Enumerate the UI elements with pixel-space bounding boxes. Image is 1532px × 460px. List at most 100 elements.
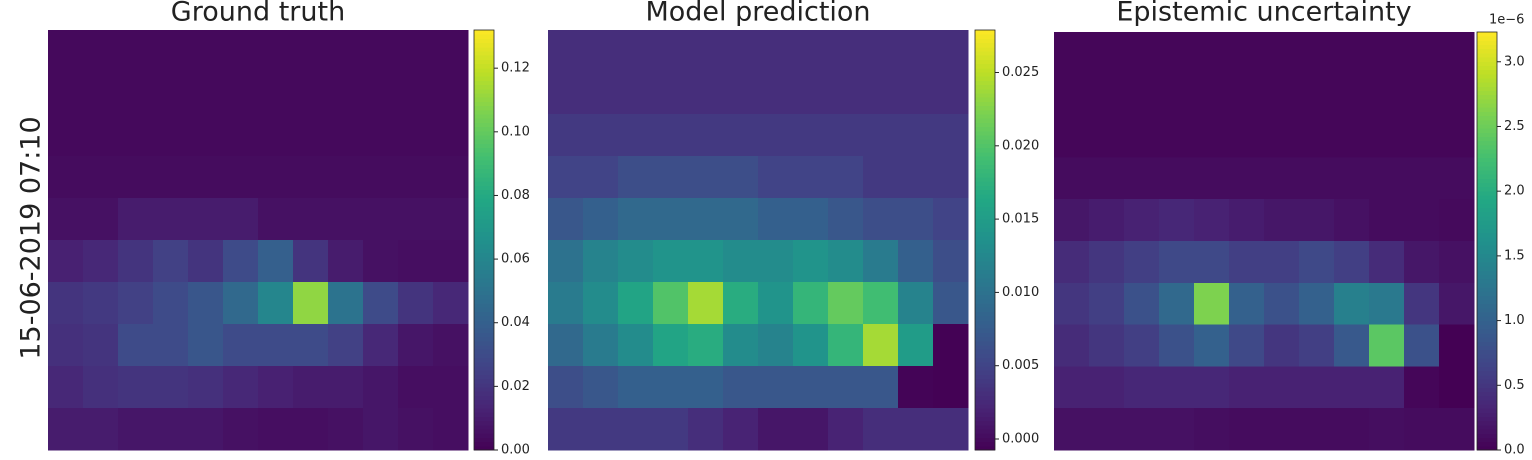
heatmap-cell bbox=[328, 282, 364, 325]
heatmap-cell bbox=[363, 198, 399, 241]
colorbar-gradient bbox=[474, 231, 494, 237]
colorbar-gradient bbox=[975, 273, 995, 279]
colorbar-tick-label: 2.0 bbox=[1504, 184, 1525, 199]
heatmap-cell bbox=[828, 30, 864, 73]
colorbar-gradient bbox=[975, 370, 995, 375]
colorbar-gradient bbox=[975, 311, 995, 317]
heatmap-cell bbox=[723, 156, 759, 199]
heatmap-cell bbox=[223, 366, 259, 409]
heatmap-cell bbox=[688, 240, 724, 283]
heatmap-cell bbox=[1264, 199, 1300, 242]
colorbar-gradient bbox=[474, 101, 494, 107]
colorbar-gradient bbox=[474, 139, 494, 144]
heatmap-cell bbox=[653, 114, 689, 157]
heatmap-cell bbox=[1334, 115, 1370, 158]
colorbar-gradient bbox=[1477, 278, 1497, 284]
heatmap-cell bbox=[1369, 157, 1405, 200]
heatmap-cell bbox=[1194, 366, 1230, 409]
heatmap-cell bbox=[398, 72, 434, 115]
colorbar-tick-label: 0.0 bbox=[1504, 443, 1525, 458]
colorbar-gradient bbox=[1477, 253, 1497, 259]
heatmap-cell bbox=[1404, 73, 1440, 117]
heatmap-cell bbox=[48, 408, 84, 451]
colorbar-gradient bbox=[474, 261, 494, 266]
colorbar-gradient bbox=[975, 172, 995, 178]
colorbar-gradient bbox=[975, 282, 995, 287]
heatmap-cell bbox=[758, 240, 794, 283]
colorbar-gradient bbox=[1477, 383, 1497, 388]
colorbar-gradient bbox=[1477, 324, 1497, 330]
colorbar-gradient bbox=[1477, 378, 1497, 384]
heatmap-cell bbox=[1229, 73, 1265, 117]
heatmap-cell bbox=[863, 114, 899, 157]
colorbar-gradient bbox=[1477, 412, 1497, 418]
colorbar-gradient bbox=[1477, 40, 1497, 46]
colorbar-gradient bbox=[474, 172, 494, 178]
heatmap-cell bbox=[1404, 408, 1440, 451]
heatmap-cell bbox=[188, 198, 224, 241]
colorbar-gradient bbox=[975, 55, 995, 60]
colorbar-gradient bbox=[1477, 44, 1497, 50]
heatmap-cell bbox=[118, 114, 154, 157]
heatmap-cell bbox=[1054, 32, 1090, 75]
heatmap-cell bbox=[863, 72, 899, 115]
colorbar-gradient bbox=[1477, 98, 1497, 104]
colorbar-gradient bbox=[474, 177, 494, 182]
colorbar-gradient bbox=[474, 319, 494, 325]
heatmap-cell bbox=[898, 240, 934, 283]
heatmap-cell bbox=[793, 324, 829, 367]
heatmap-cell bbox=[1369, 324, 1405, 367]
heatmap-cell bbox=[863, 366, 899, 409]
colorbar-gradient bbox=[474, 294, 494, 300]
colorbar-gradient bbox=[975, 210, 995, 216]
colorbar-gradient bbox=[975, 46, 995, 52]
heatmap-cell bbox=[363, 366, 399, 409]
heatmap-cell bbox=[433, 156, 469, 199]
colorbar-gradient bbox=[1477, 332, 1497, 338]
heatmap-cell bbox=[188, 240, 224, 283]
heatmap-cell bbox=[1404, 282, 1440, 326]
heatmap-cell bbox=[723, 30, 759, 73]
heatmap-cell bbox=[398, 30, 434, 73]
colorbar-gradient bbox=[975, 437, 995, 443]
heatmap-cell bbox=[723, 240, 759, 283]
colorbar-gradient bbox=[474, 328, 494, 333]
heatmap-cell bbox=[1264, 115, 1300, 158]
colorbar-gradient bbox=[474, 198, 494, 203]
heatmap-cell bbox=[933, 240, 969, 283]
heatmap-cell bbox=[1159, 408, 1195, 451]
heatmap-cell bbox=[328, 366, 364, 409]
colorbar-gradient bbox=[975, 88, 995, 94]
colorbar-gradient bbox=[975, 122, 995, 128]
heatmap-cell bbox=[1299, 282, 1335, 326]
colorbar-gradient bbox=[975, 114, 995, 119]
heatmap-cell bbox=[1229, 324, 1265, 367]
heatmap-cell bbox=[1054, 282, 1090, 326]
heatmap-cell bbox=[48, 324, 84, 367]
heatmap-cell bbox=[1159, 73, 1195, 117]
heatmap-cell bbox=[258, 408, 294, 451]
heatmap-cell bbox=[1089, 241, 1125, 284]
colorbar-gradient bbox=[474, 399, 494, 405]
colorbar-gradient bbox=[474, 147, 494, 153]
colorbar-gradient bbox=[474, 51, 494, 56]
heatmap-cell bbox=[828, 198, 864, 241]
heatmap-cell bbox=[258, 114, 294, 157]
heatmap-cell bbox=[583, 324, 619, 367]
heatmap-cell bbox=[723, 198, 759, 241]
heatmap-cell bbox=[1439, 324, 1475, 367]
heatmap-cell bbox=[793, 156, 829, 199]
heatmap-cell bbox=[328, 114, 364, 157]
heatmap-cell bbox=[1089, 73, 1125, 117]
heatmap-cell bbox=[1124, 366, 1160, 409]
colorbar-gradient bbox=[1477, 57, 1497, 62]
heatmap-cell bbox=[1404, 366, 1440, 409]
heatmap-cell bbox=[618, 366, 654, 409]
colorbar-gradient bbox=[975, 231, 995, 237]
heatmap-cell bbox=[653, 366, 689, 409]
colorbar-gradient bbox=[975, 168, 995, 174]
heatmap-cell bbox=[1124, 199, 1160, 242]
colorbar-gradient bbox=[474, 227, 494, 233]
heatmap-cell bbox=[1089, 199, 1125, 242]
colorbar-tick-label: 0.5 bbox=[1504, 378, 1525, 393]
